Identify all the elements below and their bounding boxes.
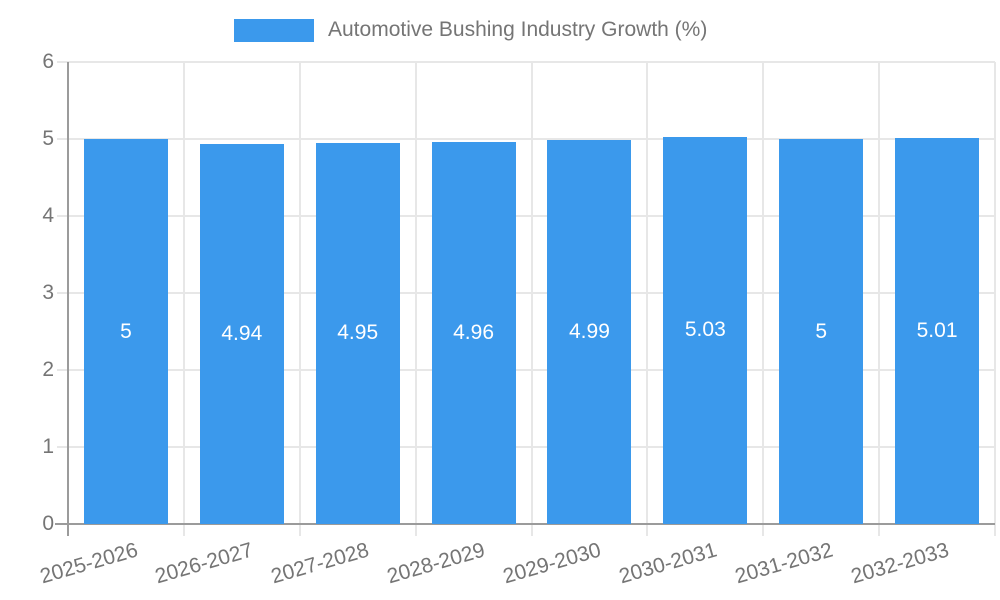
x-axis-tick-label: 2028-2029 <box>384 538 488 589</box>
y-axis-tick-label: 4 <box>42 204 54 227</box>
y-axis-tick-label: 5 <box>42 127 54 150</box>
gridline-horizontal <box>57 215 995 217</box>
y-axis-tick-label: 0 <box>42 512 54 535</box>
gridline-vertical <box>182 62 185 536</box>
x-axis-tick-label: 2030-2031 <box>616 538 720 589</box>
y-axis-tick-label: 3 <box>42 281 54 304</box>
x-axis-line <box>55 523 995 525</box>
bar-2028-2029[interactable] <box>431 142 516 524</box>
legend[interactable]: Automotive Bushing Industry Growth (%) <box>234 18 707 42</box>
x-axis-tick-label: 2032-2033 <box>848 538 952 589</box>
bar-value-label: 5 <box>815 319 828 343</box>
y-axis-tick-label: 1 <box>42 435 54 458</box>
gridline-vertical <box>646 62 649 536</box>
bar-value-label: 5.01 <box>916 319 958 343</box>
bar-value-label: 4.94 <box>221 321 263 345</box>
bar-2027-2028[interactable] <box>315 142 400 524</box>
gridline-vertical <box>994 62 996 536</box>
bar-2025-2026[interactable] <box>83 139 168 524</box>
gridline-vertical <box>414 62 417 536</box>
gridline-horizontal <box>57 446 995 448</box>
gridline-horizontal <box>57 369 995 371</box>
bar-2030-2031[interactable] <box>663 136 748 524</box>
y-axis-tick-label: 6 <box>42 50 54 73</box>
bar-2031-2032[interactable] <box>779 139 864 524</box>
gridline-vertical <box>298 62 301 536</box>
y-axis-tick-label: 2 <box>42 358 54 381</box>
gridline-horizontal <box>57 61 995 63</box>
bar-value-label: 4.95 <box>337 321 379 345</box>
gridline-vertical <box>878 62 881 536</box>
gridline-horizontal <box>57 138 995 140</box>
legend-swatch <box>234 18 314 42</box>
x-axis-tick-label: 2025-2026 <box>37 538 140 589</box>
bar-value-label: 5 <box>120 319 132 343</box>
legend-label: Automotive Bushing Industry Growth (%) <box>328 18 708 41</box>
x-axis-tick-label: 2029-2030 <box>500 538 604 589</box>
bar-value-label: 4.96 <box>453 321 494 345</box>
x-axis-tick-label: 2027-2028 <box>268 538 372 589</box>
bar-value-label: 4.99 <box>569 319 610 343</box>
bar-2026-2027[interactable] <box>199 143 284 524</box>
bar-2032-2033[interactable] <box>895 138 980 524</box>
gridline-vertical <box>530 62 533 536</box>
bar-2029-2030[interactable] <box>547 139 632 524</box>
x-axis-tick-label: 2026-2027 <box>152 538 256 589</box>
gridline-horizontal <box>57 292 995 294</box>
x-axis-tick-label: 2031-2032 <box>732 538 836 589</box>
y-axis-line <box>67 62 69 536</box>
bar-value-label: 5.03 <box>684 318 726 342</box>
gridline-vertical <box>762 62 765 536</box>
